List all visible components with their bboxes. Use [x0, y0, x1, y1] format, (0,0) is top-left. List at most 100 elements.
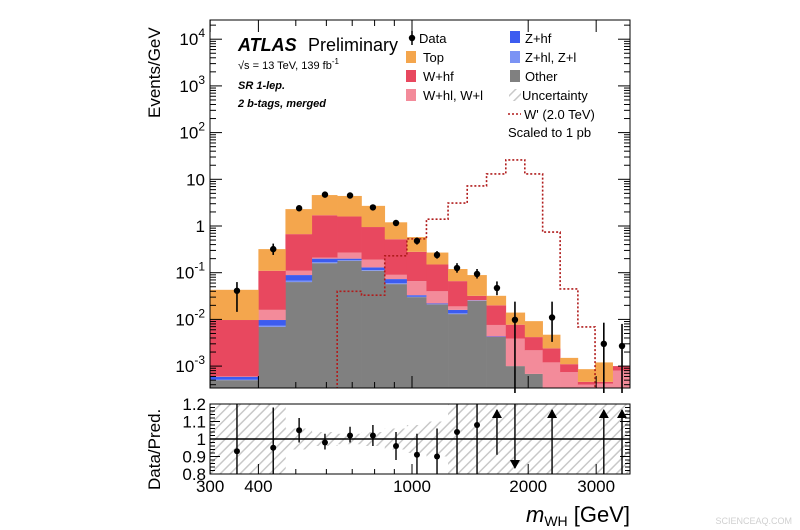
bar-z-hf [406, 295, 427, 297]
bar-w-hl-w-l [258, 309, 286, 321]
legend-zhl-swatch [510, 51, 520, 63]
bar-w-hl-w-l [406, 281, 427, 296]
bar-w-hf [210, 320, 259, 377]
bar-w-hl-w-l [542, 362, 561, 388]
data-point [369, 204, 377, 211]
bar-w-hf [361, 227, 386, 260]
legend-top-label: Top [423, 50, 444, 65]
x-tick-label: 2000 [509, 477, 547, 496]
legend-uncertainty-swatch [509, 89, 521, 101]
legend-top-swatch [406, 51, 416, 63]
data-point [270, 245, 277, 253]
y-tick-label: 102 [179, 120, 205, 143]
data-point [295, 205, 303, 212]
bar-top [361, 205, 386, 228]
bar-top [285, 209, 313, 235]
data-point [511, 316, 519, 324]
ratio-points [210, 404, 630, 474]
data-point [453, 264, 461, 272]
region-label: SR 1-lep. [238, 80, 285, 92]
bar-other [285, 282, 313, 388]
x-tick-label: 300 [196, 477, 224, 496]
ratio-arrow-up [491, 409, 502, 418]
y-tick-label: 1 [196, 217, 205, 236]
data-point [346, 192, 354, 199]
bar-other [448, 314, 468, 388]
data-point [473, 270, 481, 278]
legend-signal-label: W' (2.0 TeV) [524, 107, 595, 122]
bar-top [337, 195, 362, 217]
bar-w-hf [285, 234, 313, 271]
bar-w-hf [311, 215, 338, 258]
bar-w-hf [337, 216, 362, 253]
bar-z-hf [311, 258, 338, 263]
energy-label: √s = 13 TeV, 139 fb-1 [238, 57, 339, 72]
data-point [392, 219, 400, 227]
bar-w-hf [426, 264, 449, 292]
bar-top [524, 321, 543, 338]
signal-line [336, 159, 596, 388]
ratio-point [413, 451, 420, 458]
watermark: SCIENCEAQ.COM [715, 516, 792, 526]
ratio-y-axis-title: Data/Pred. [145, 409, 164, 490]
data-point [600, 340, 608, 348]
data-points [233, 191, 626, 393]
legend-whf-swatch [406, 70, 416, 82]
bar-other [543, 391, 561, 393]
ratio-arrow-down [509, 460, 520, 469]
bar-other [467, 300, 487, 388]
ratio-y-tick-label: 1.2 [182, 395, 206, 414]
bar-z-hf [285, 275, 313, 281]
ratio-point [454, 429, 461, 435]
x-tick-label: 3000 [577, 477, 615, 496]
bar-w-hl-w-l [361, 259, 386, 268]
legend-signal-note: Scaled to 1 pb [508, 125, 591, 140]
bar-w-hf [577, 381, 596, 385]
bar-z-hf [258, 320, 286, 326]
data-point [493, 284, 501, 292]
ratio-arrow-up [598, 409, 609, 418]
data-point [233, 287, 241, 294]
bar-z-hf [448, 309, 468, 314]
bar-w-hf [258, 270, 286, 310]
ratio-point [347, 432, 354, 439]
data-point [413, 237, 421, 245]
status-label: Preliminary [308, 35, 398, 55]
bar-z-hf [210, 376, 259, 380]
bar-w-hl-w-l [384, 274, 408, 280]
bar-w-hf [448, 281, 468, 307]
bar-w-hf [486, 305, 507, 325]
bar-top [560, 357, 579, 365]
ratio-point [321, 439, 328, 446]
legend-other-label: Other [525, 69, 558, 84]
y-tick-label: 104 [179, 26, 205, 49]
bar-w-hf [542, 348, 561, 363]
legend-other-swatch [510, 70, 520, 82]
bar-z-hl-z-l [448, 313, 468, 315]
bar-other [426, 304, 449, 388]
y-tick-label: 10 [186, 170, 205, 189]
legend-data-marker-dot [408, 34, 416, 42]
bar-w-hl-w-l [311, 257, 338, 259]
data-point [321, 191, 329, 198]
bar-top [448, 269, 468, 282]
bar-other [210, 380, 259, 388]
data-point [433, 251, 441, 259]
legend: Data Top W+hf W+hl, W+l Z+hf Z+hl, Z+l O… [406, 31, 595, 140]
bar-other [361, 270, 386, 388]
bar-other [406, 297, 427, 388]
signal-histogram [336, 159, 596, 388]
ratio-point [270, 444, 277, 451]
bar-w-hl-w-l [426, 291, 449, 304]
bar-top [311, 195, 338, 216]
x-tick-label: 1000 [393, 477, 431, 496]
legend-zhf-label: Z+hf [525, 31, 552, 46]
bar-top [467, 275, 487, 296]
ratio-point [474, 422, 481, 428]
legend-zhl-label: Z+hl, Z+l [525, 50, 576, 65]
bar-z-hf [337, 258, 362, 261]
atlas-label: ATLAS [237, 35, 297, 55]
ratio-point [393, 443, 400, 449]
